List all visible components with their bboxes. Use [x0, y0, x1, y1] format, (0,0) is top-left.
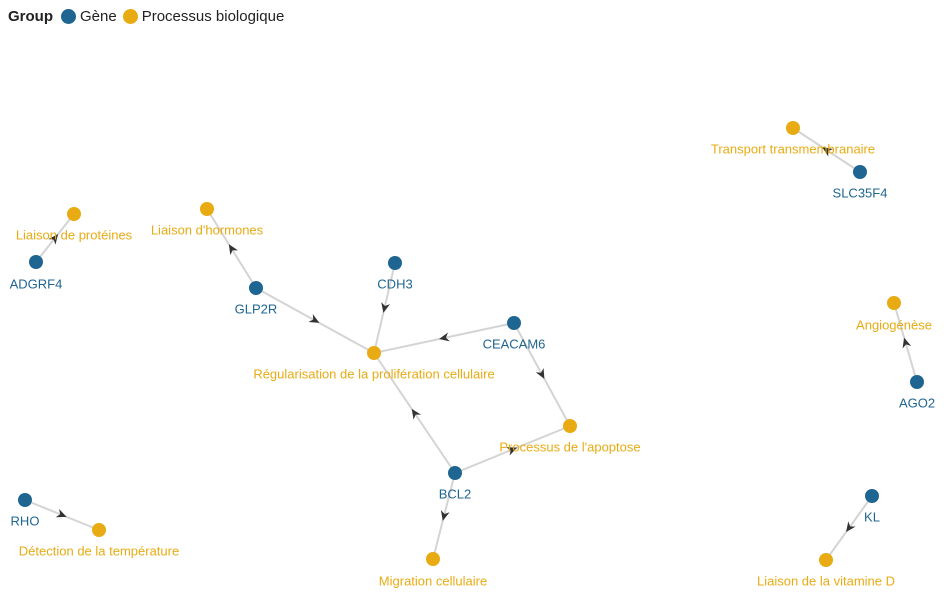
node-label-rho: RHO [11, 513, 40, 528]
labels-layer: ADGRF4 Liaison de protéines GLP2R Liaison d… [10, 141, 935, 588]
node-cdh3[interactable] [388, 256, 402, 270]
node-label-liaison-vitd: Liaison de la vitamine D [757, 573, 895, 588]
edge-bcl2-to-migration[interactable] [432, 472, 456, 560]
edge-bcl2-to-regul-prolif[interactable] [373, 352, 456, 474]
edge-arrow-icon [308, 314, 320, 323]
edge-arrow-icon [535, 367, 545, 379]
edges-layer [24, 127, 918, 561]
node-rho[interactable] [18, 493, 32, 507]
nodes-layer [18, 121, 924, 567]
node-liaison-vitd[interactable] [819, 553, 833, 567]
edge-kl-to-liaison-vitd[interactable] [825, 495, 873, 561]
node-label-regul-prolif: Régularisation de la prolifération cellu… [253, 366, 494, 381]
node-transport[interactable] [786, 121, 800, 135]
node-label-slc35f4: SLC35F4 [833, 185, 888, 200]
node-adgrf4[interactable] [29, 255, 43, 269]
legend-item-process[interactable]: Processus biologique [122, 8, 285, 25]
legend: Group Gène Processus biologique [8, 8, 290, 25]
edge-cdh3-to-regul-prolif[interactable] [373, 262, 396, 354]
legend-gene-dot-icon [61, 9, 76, 24]
node-label-liaison-hormones: Liaison d'hormones [151, 222, 264, 237]
node-label-transport: Transport transmembranaire [711, 141, 875, 156]
edge-ago2-to-angiogenese[interactable] [893, 302, 918, 383]
node-label-bcl2: BCL2 [439, 486, 472, 501]
node-label-kl: KL [864, 509, 880, 524]
edge-arrow-icon [506, 447, 518, 456]
node-label-proc-apoptose: Processus de l'apoptose [499, 439, 640, 454]
edge-bcl2-to-proc-apoptose[interactable] [454, 425, 571, 474]
edge-glp2r-to-liaison-hormones[interactable] [206, 208, 257, 289]
node-ceacam6[interactable] [507, 316, 521, 330]
edge-slc35f4-to-transport[interactable] [792, 127, 861, 173]
edge-adgrf4-to-liaison-proteines[interactable] [35, 213, 75, 263]
node-proc-apoptose[interactable] [563, 419, 577, 433]
node-glp2r[interactable] [249, 281, 263, 295]
edge-glp2r-to-regul-prolif[interactable] [255, 287, 375, 354]
node-migration[interactable] [426, 552, 440, 566]
node-label-detect-temp: Détection de la température [19, 543, 179, 558]
edge-arrow-icon [822, 147, 834, 157]
edge-arrow-icon [381, 302, 391, 313]
node-label-migration: Migration cellulaire [379, 573, 487, 588]
edge-arrow-icon [439, 332, 450, 342]
legend-title: Group [8, 8, 53, 25]
node-kl[interactable] [865, 489, 879, 503]
edge-rho-to-detect-temp[interactable] [24, 499, 100, 531]
node-detect-temp[interactable] [92, 523, 106, 537]
edge-arrow-icon [48, 234, 59, 245]
node-bcl2[interactable] [448, 466, 462, 480]
node-liaison-hormones[interactable] [200, 202, 214, 216]
edge-ceacam6-to-proc-apoptose[interactable] [513, 322, 571, 427]
node-label-cdh3: CDH3 [377, 276, 412, 291]
legend-process-label: Processus biologique [141, 8, 285, 25]
edge-arrow-icon [228, 244, 238, 256]
node-label-adgrf4: ADGRF4 [10, 276, 63, 291]
node-slc35f4[interactable] [853, 165, 867, 179]
node-label-liaison-proteines: Liaison de protéines [16, 227, 133, 242]
legend-gene-label: Gène [80, 8, 117, 25]
node-label-angiogenese: Angiogénèse [856, 317, 932, 332]
edge-ceacam6-to-regul-prolif[interactable] [373, 322, 515, 354]
node-angiogenese[interactable] [887, 296, 901, 310]
edge-arrow-icon [55, 508, 67, 518]
node-label-glp2r: GLP2R [235, 301, 278, 316]
node-regul-prolif[interactable] [367, 346, 381, 360]
node-ago2[interactable] [910, 375, 924, 389]
node-liaison-proteines[interactable] [67, 207, 81, 221]
edge-arrow-icon [846, 521, 856, 533]
edge-arrow-icon [411, 408, 422, 420]
edge-arrow-icon [902, 337, 912, 349]
node-label-ago2: AGO2 [899, 395, 935, 410]
node-label-ceacam6: CEACAM6 [483, 336, 546, 351]
legend-process-dot-icon [122, 9, 138, 24]
edge-arrow-icon [440, 510, 450, 521]
legend-item-gene[interactable]: Gène [61, 8, 117, 25]
